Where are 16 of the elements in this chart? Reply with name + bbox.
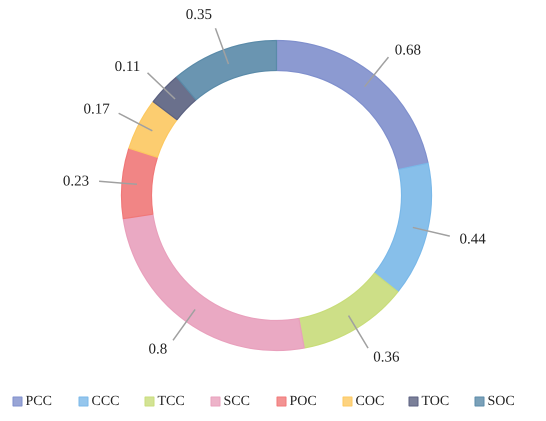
legend-label: TOC <box>422 394 450 409</box>
data-label: 0.11 <box>114 58 140 75</box>
legend-label: POC <box>290 394 317 409</box>
legend-label: CCC <box>92 394 120 409</box>
legend-label: TCC <box>158 394 185 409</box>
data-label: 0.36 <box>373 350 400 366</box>
legend-label: SOC <box>488 394 515 409</box>
legend-label: PCC <box>26 394 52 409</box>
legend-label: SCC <box>224 394 250 409</box>
data-label: 0.8 <box>148 341 168 358</box>
data-label: 0.17 <box>84 102 110 118</box>
data-label: 0.68 <box>394 42 422 58</box>
data-label: 0.44 <box>460 231 486 248</box>
data-label: 0.23 <box>62 173 90 190</box>
data-label: 0.35 <box>186 6 212 23</box>
legend-label: COC <box>356 394 384 409</box>
